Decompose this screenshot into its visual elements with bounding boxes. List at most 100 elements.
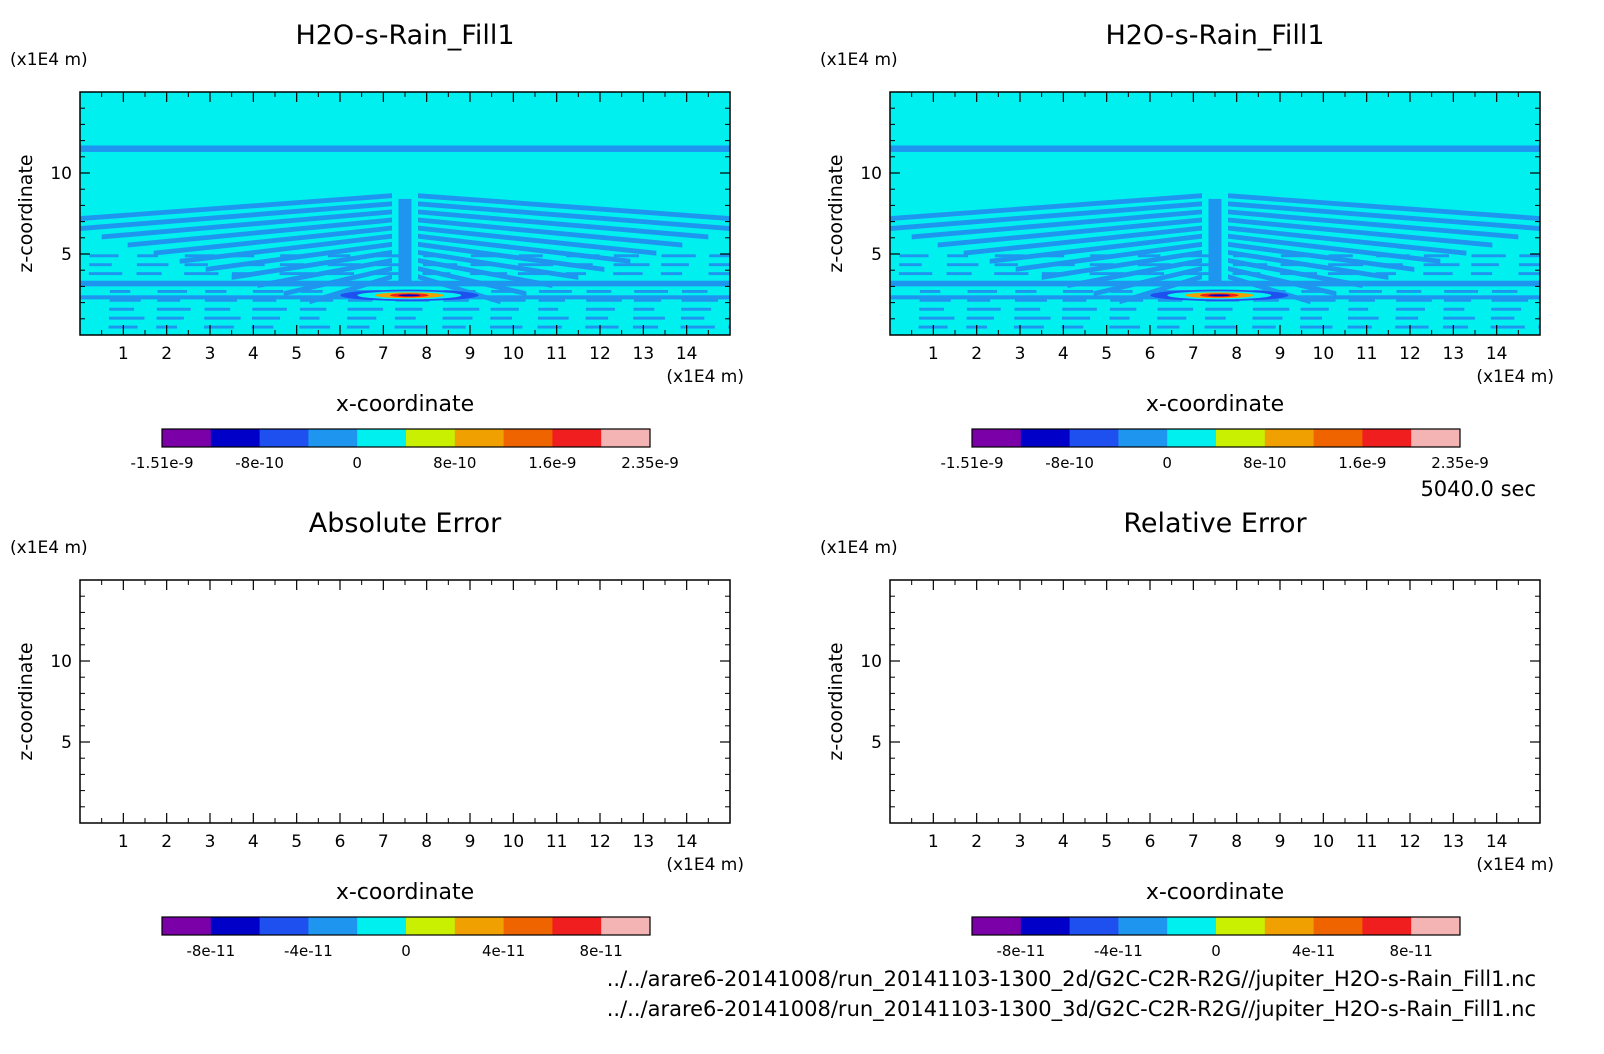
field-stripe	[374, 272, 411, 276]
field-stripe	[418, 209, 709, 240]
field-stripe	[537, 316, 569, 320]
field-stripe	[585, 325, 619, 329]
field-stripe	[1205, 307, 1233, 311]
field-stripe	[1301, 289, 1326, 293]
field-stripe	[1490, 325, 1525, 329]
x-tick-label: 2	[971, 344, 982, 364]
field-stripe	[1491, 307, 1522, 311]
field-stripe	[251, 316, 281, 320]
field-stripe	[1137, 254, 1161, 258]
x-tick-label: 8	[1231, 832, 1242, 852]
field-stripe	[1348, 289, 1382, 293]
field-stripe	[681, 298, 718, 302]
field-stripe	[994, 272, 1029, 276]
field-stripe	[518, 254, 543, 258]
field-stripe	[1327, 272, 1357, 276]
colorbar-swatch	[210, 917, 261, 935]
chart-panel-4: Relative Error(x1E4 m)1 2 3 4 5 6 7 8 9 10 11 12 13 1…	[820, 508, 1554, 960]
field-stripe	[491, 289, 516, 293]
field-stripe	[661, 254, 696, 258]
field-stripe	[1015, 289, 1037, 293]
field-stripe	[1300, 307, 1329, 311]
field-stripe	[205, 289, 227, 293]
x-tick-label: 8	[421, 832, 432, 852]
colorbar-frame	[971, 916, 1461, 936]
colorbar: -1.51e-9 -8e-10 0 8e-10 1.6e-9 2.35e-9	[941, 428, 1489, 472]
field-stripe	[283, 266, 392, 297]
field-stripe	[157, 289, 188, 293]
field-stripe	[418, 274, 501, 305]
field-stripe	[1470, 272, 1493, 276]
x-tick-label: 1	[928, 832, 939, 852]
colorbar-swatch	[1313, 429, 1363, 447]
colorbar-tick-label: 1.6e-9	[528, 454, 576, 472]
x-unit-label: (x1E4 m)	[666, 855, 744, 875]
colorbar-swatch	[162, 429, 212, 447]
x-tick-label: 6	[1145, 832, 1156, 852]
colorbar-tick-label: 0	[1211, 942, 1221, 960]
colorbar-swatch	[454, 917, 505, 935]
colorbar: -8e-11 -4e-11 0 4e-11 8e-11	[971, 916, 1461, 960]
colorbar-swatch	[1411, 917, 1461, 935]
field-stripe	[1157, 307, 1194, 311]
colorbar-tick-label: 0	[1162, 454, 1172, 472]
field-stripe	[728, 307, 730, 311]
field-stripe	[1185, 263, 1211, 267]
field-stripe	[937, 217, 1202, 248]
field-stripe	[1041, 249, 1202, 280]
field-stripe	[966, 316, 994, 320]
x-tick-label: 12	[589, 344, 611, 364]
field-stripe	[538, 298, 566, 302]
field-stripe	[1062, 289, 1094, 293]
colorbar-tick-label: 0	[352, 454, 362, 472]
field-stripe	[1013, 325, 1044, 329]
field-stripe	[660, 272, 683, 276]
x-tick-label: 9	[465, 832, 476, 852]
field-band	[80, 145, 730, 152]
x-tick-label: 1	[118, 832, 129, 852]
field-stripe	[967, 298, 991, 302]
field-stripe	[1518, 272, 1540, 276]
field-stripe	[184, 254, 215, 258]
field-stripe	[252, 298, 277, 302]
field-stripe	[1062, 298, 1087, 302]
field-stripe	[108, 316, 145, 320]
file-path-2d: ../../arare6-20141008/run_20141103-1300_…	[607, 967, 1536, 992]
field-stripe	[1395, 307, 1425, 311]
x-unit-label: (x1E4 m)	[666, 367, 744, 387]
heatmap-field	[80, 92, 730, 335]
y-axis-label: z-coordinate	[15, 154, 37, 272]
field-stripe	[681, 289, 708, 293]
field-stripe	[994, 263, 1018, 267]
field-stripe	[1444, 289, 1479, 293]
field-stripe	[967, 289, 998, 293]
x-tick-label: 10	[503, 344, 525, 364]
field-stripe	[1228, 249, 1389, 280]
chart-title: H2O-s-Rain_Fill1	[1105, 20, 1324, 51]
field-stripe	[1204, 325, 1237, 329]
colorbar-swatch	[552, 429, 602, 447]
colorbar-swatch	[1118, 429, 1168, 447]
field-stripe	[1228, 201, 1540, 231]
colorbar-swatch	[1020, 429, 1071, 447]
field-stripe	[1184, 272, 1221, 276]
x-tick-label: 2	[971, 832, 982, 852]
field-stripe	[184, 263, 208, 267]
x-tick-label: 14	[676, 344, 698, 364]
field-stripe	[1538, 316, 1540, 320]
y-axis-label: z-coordinate	[825, 154, 847, 272]
field-stripe	[257, 258, 392, 289]
x-tick-label: 13	[1443, 344, 1465, 364]
colorbar-swatch	[1069, 917, 1119, 935]
colorbar-swatch	[1020, 917, 1071, 935]
field-stripe	[918, 316, 955, 320]
field-stripe	[1375, 272, 1396, 276]
field-stripe	[442, 307, 480, 311]
field-column	[1208, 198, 1222, 282]
x-tick-label: 9	[1275, 832, 1286, 852]
field-stripe	[1228, 274, 1311, 305]
colorbar-swatch	[1216, 917, 1266, 935]
field-stripe	[1137, 272, 1165, 276]
field-stripe	[1328, 254, 1353, 258]
field-stripe	[88, 272, 123, 276]
